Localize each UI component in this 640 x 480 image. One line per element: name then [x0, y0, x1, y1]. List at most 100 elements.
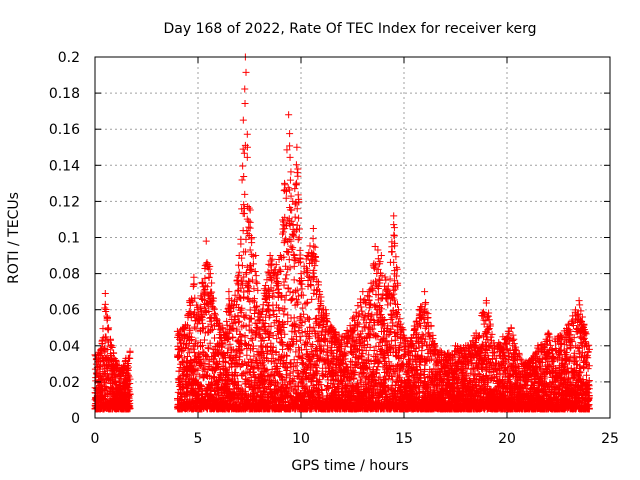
data-point [101, 304, 109, 312]
data-point [126, 391, 134, 399]
data-point [238, 262, 246, 270]
data-point [280, 239, 288, 247]
data-point [176, 352, 184, 360]
data-point [248, 251, 256, 259]
data-point [253, 279, 261, 287]
data-point [290, 276, 298, 284]
data-point [187, 357, 195, 365]
data-point [279, 228, 287, 236]
data-point [422, 299, 430, 307]
data-point [175, 352, 183, 360]
data-point [179, 372, 187, 380]
data-point [102, 306, 110, 314]
data-point [252, 272, 260, 280]
data-point [241, 99, 249, 107]
data-point [294, 165, 302, 173]
data-point [184, 321, 192, 329]
data-point [241, 85, 249, 93]
data-point [108, 343, 116, 351]
data-point [190, 348, 198, 356]
data-point [289, 244, 297, 252]
data-point [185, 339, 193, 347]
data-point [286, 176, 294, 184]
data-point [188, 361, 196, 369]
data-point [390, 232, 398, 240]
data-point [190, 323, 198, 331]
data-point [281, 305, 289, 313]
data-point [292, 161, 300, 169]
data-point [240, 173, 248, 181]
data-point [281, 237, 289, 245]
data-point [105, 324, 113, 332]
data-point [239, 162, 247, 170]
data-point [286, 288, 294, 296]
data-point [266, 311, 274, 319]
data-point [101, 300, 109, 308]
data-point [303, 299, 311, 307]
data-point [245, 223, 253, 231]
data-point [196, 372, 204, 380]
data-point [283, 271, 291, 279]
data-point [238, 304, 246, 312]
data-marks [91, 53, 593, 413]
data-point [310, 242, 318, 250]
data-point [293, 179, 301, 187]
data-point [289, 221, 297, 229]
data-point [102, 333, 110, 341]
data-point [286, 130, 294, 138]
data-point [274, 285, 282, 293]
data-point [291, 185, 299, 193]
data-point [103, 314, 111, 322]
data-point [356, 295, 364, 303]
data-point [282, 275, 290, 283]
data-point [126, 375, 134, 383]
data-point [357, 303, 365, 311]
data-point [367, 300, 375, 308]
data-point [238, 176, 246, 184]
data-point [295, 234, 303, 242]
data-point [124, 363, 132, 371]
data-point [235, 268, 243, 276]
data-point [103, 346, 111, 354]
data-point [390, 224, 398, 232]
data-point [290, 262, 298, 270]
data-point [287, 168, 295, 176]
data-point [179, 359, 187, 366]
data-point [178, 358, 186, 366]
data-point [223, 317, 231, 325]
data-point [126, 404, 134, 412]
data-point [186, 336, 194, 344]
data-point [245, 204, 253, 212]
data-point [284, 311, 292, 319]
data-point [179, 383, 187, 391]
data-point [254, 286, 262, 294]
data-point [281, 330, 289, 338]
data-point [110, 349, 118, 357]
data-point [243, 351, 251, 359]
data-point [280, 310, 288, 318]
data-point [270, 292, 278, 300]
data-point [233, 276, 241, 284]
data-point [188, 336, 196, 344]
data-point [286, 153, 294, 161]
data-point [209, 304, 217, 312]
data-point [241, 190, 249, 198]
data-point [185, 308, 193, 316]
data-point [295, 214, 303, 222]
data-point [244, 287, 252, 295]
data-point [242, 68, 250, 76]
data-point [112, 377, 120, 385]
data-point [382, 276, 390, 284]
data-point [184, 370, 192, 378]
data-point [208, 288, 216, 296]
data-point [97, 386, 105, 394]
data-point [243, 130, 251, 138]
data-point [186, 329, 194, 337]
data-point [311, 243, 319, 251]
data-point [293, 169, 301, 177]
data-point [390, 221, 398, 229]
data-point [380, 316, 388, 324]
data-point [294, 172, 302, 180]
data-point [184, 353, 192, 361]
